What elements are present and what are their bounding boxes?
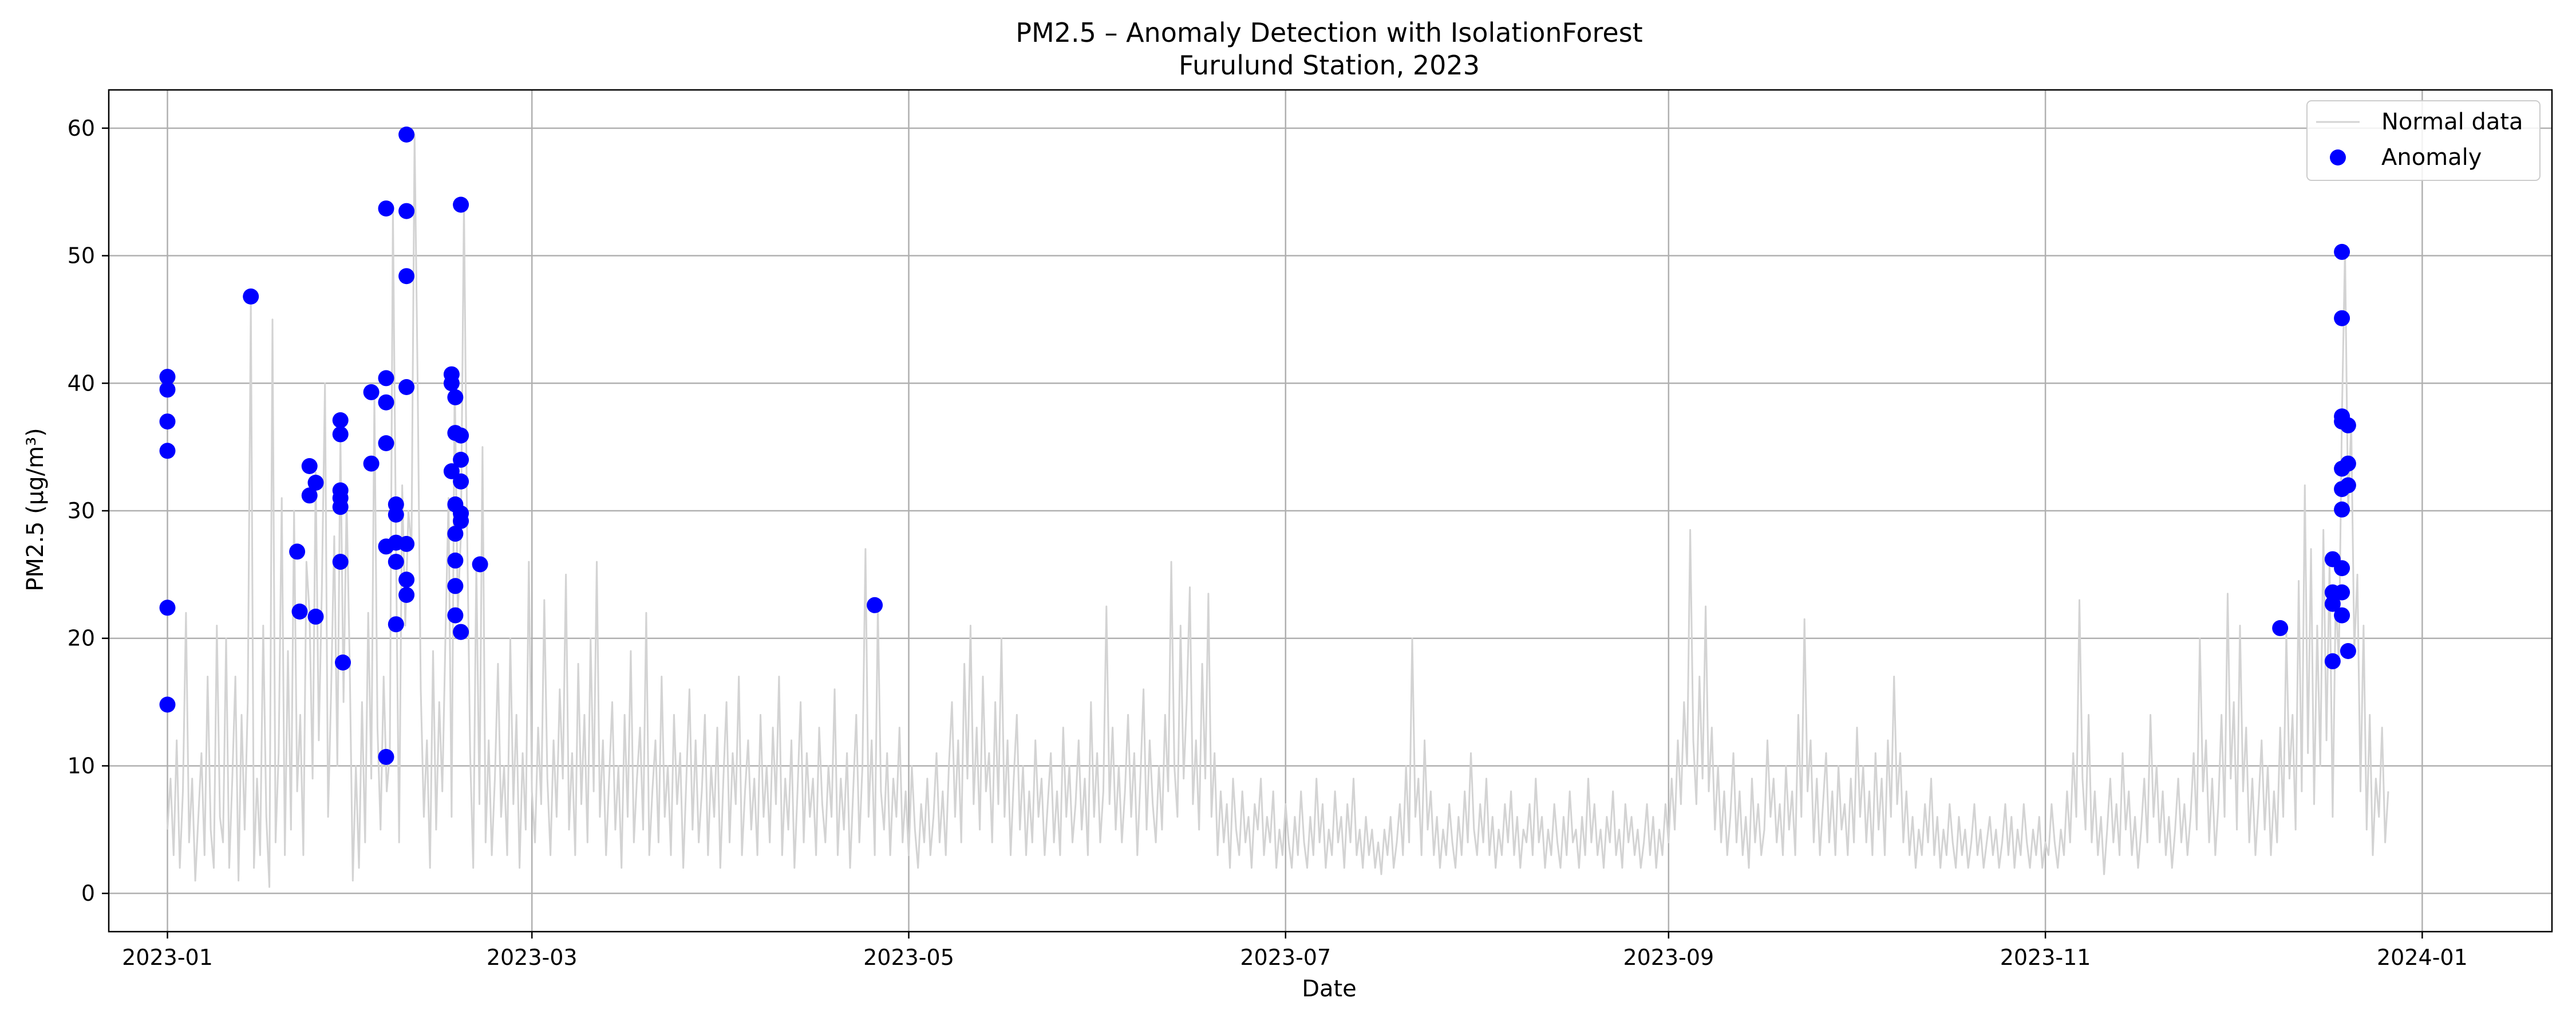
y-tick-label: 10 (68, 753, 95, 778)
anomaly-point (398, 571, 415, 588)
anomaly-point (453, 624, 469, 640)
anomaly-point (443, 463, 460, 479)
normal-data-series (167, 133, 2389, 888)
anomaly-point (363, 455, 380, 472)
x-tick-label: 2023-11 (2000, 945, 2091, 970)
anomaly-point (867, 597, 883, 613)
x-tick-label: 2024-01 (2377, 945, 2468, 970)
anomaly-point (159, 696, 176, 713)
anomaly-point (289, 543, 306, 560)
anomaly-point (2334, 501, 2350, 518)
anomaly-point (2334, 243, 2350, 260)
anomaly-point (159, 369, 176, 385)
anomaly-point (398, 587, 415, 603)
anomaly-point (363, 384, 380, 400)
grid-layer (109, 90, 2552, 932)
y-tick-label: 0 (81, 881, 95, 906)
legend-frame (2306, 100, 2541, 181)
anomaly-point (301, 487, 318, 504)
anomaly-point (332, 499, 349, 515)
anomaly-point (335, 655, 351, 671)
anomaly-point (398, 127, 415, 143)
normal-data-line (167, 133, 2389, 888)
anomaly-point (332, 426, 349, 443)
anomaly-point (447, 389, 464, 405)
y-tick-label: 20 (68, 626, 95, 651)
anomaly-point (378, 370, 394, 387)
anomaly-point (2340, 417, 2356, 433)
anomaly-point (2334, 584, 2350, 601)
anomaly-point (307, 475, 324, 491)
anomaly-point (447, 526, 464, 542)
anomaly-point (2334, 310, 2350, 326)
anomaly-point (307, 608, 324, 625)
anomaly-point (388, 506, 404, 523)
anomaly-point (378, 748, 394, 765)
anomaly-point (447, 552, 464, 569)
anomaly-point (398, 203, 415, 219)
anomaly-point (159, 381, 176, 398)
tick-layer: 2023-01 2023-03 2023-05 2023-07 2023-09 2023-… (68, 116, 2468, 970)
anomaly-point (472, 556, 488, 573)
anomaly-point (332, 554, 349, 570)
y-tick-label: 60 (68, 116, 95, 141)
y-tick-label: 50 (68, 243, 95, 269)
chart-title: PM2.5 – Anomaly Detection with Isolation… (1016, 17, 1642, 48)
anomaly-point (2272, 620, 2289, 636)
anomaly-point (2340, 477, 2356, 494)
anomaly-point (291, 604, 308, 620)
anomaly-point (443, 375, 460, 392)
anomaly-point (2324, 653, 2341, 669)
legend: Normal data Anomaly (2306, 100, 2541, 181)
anomaly-point (398, 535, 415, 552)
anomaly-point (159, 600, 176, 616)
anomaly-point (301, 458, 318, 474)
anomaly-point (453, 451, 469, 468)
y-tick-label: 40 (68, 370, 95, 396)
anomaly-point (2324, 596, 2341, 612)
legend-anomaly-swatch (2330, 149, 2346, 165)
anomaly-point (378, 200, 394, 217)
x-axis-label: Date (1302, 976, 1357, 1002)
x-tick-label: 2023-09 (1623, 945, 1714, 970)
anomaly-point (378, 435, 394, 451)
anomaly-point (388, 616, 404, 633)
anomaly-point (453, 473, 469, 490)
anomaly-point (2334, 560, 2350, 577)
y-axis-label: PM2.5 (µg/m³) (22, 428, 49, 592)
anomaly-point (398, 379, 415, 395)
anomaly-point (159, 413, 176, 430)
anomaly-point (447, 578, 464, 594)
anomaly-point (332, 412, 349, 428)
anomaly-point (2340, 455, 2356, 472)
anomaly-point (378, 394, 394, 411)
anomaly-point (2340, 643, 2356, 659)
y-tick-label: 30 (68, 498, 95, 523)
x-tick-label: 2023-07 (1240, 945, 1331, 970)
anomaly-point (243, 288, 259, 305)
anomaly-point (388, 554, 404, 570)
x-tick-label: 2023-03 (487, 945, 578, 970)
anomaly-point (453, 512, 469, 529)
chart-subtitle: Furulund Station, 2023 (1179, 50, 1480, 81)
legend-normal-data-label: Normal data (2381, 109, 2523, 135)
x-tick-label: 2023-01 (122, 945, 213, 970)
anomaly-point (453, 427, 469, 444)
anomaly-point (159, 443, 176, 459)
anomaly-series (159, 127, 2356, 765)
anomaly-point (453, 196, 469, 213)
anomaly-point (2334, 607, 2350, 624)
x-tick-label: 2023-05 (863, 945, 954, 970)
anomaly-point (398, 268, 415, 285)
anomaly-point (447, 607, 464, 624)
legend-anomaly-label: Anomaly (2381, 144, 2482, 171)
